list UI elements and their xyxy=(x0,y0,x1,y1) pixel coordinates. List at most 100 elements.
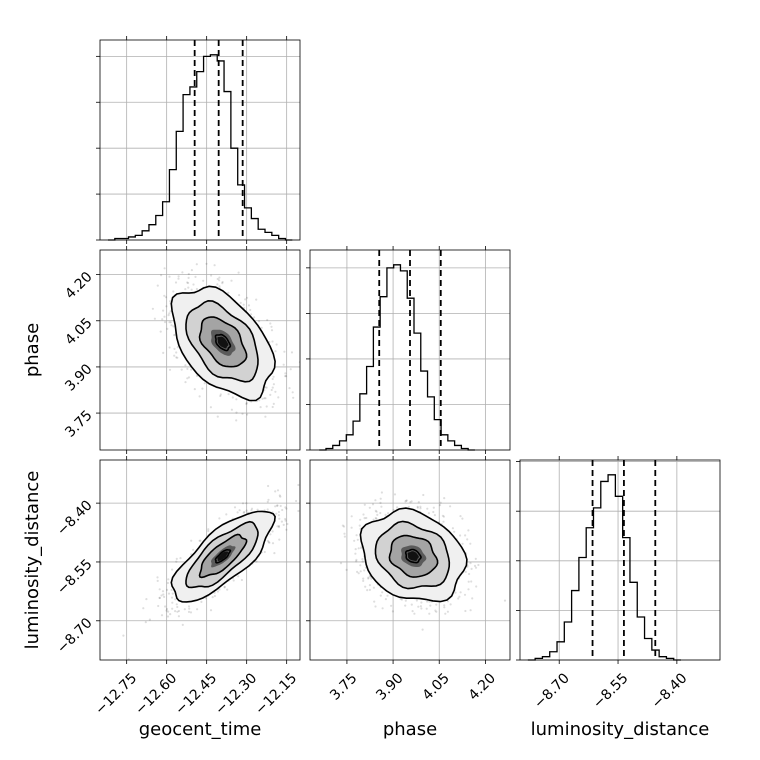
sample-point xyxy=(163,294,166,297)
sample-point xyxy=(255,298,258,301)
sample-point xyxy=(175,557,178,561)
sample-point xyxy=(177,275,180,278)
histogram-step-luminosity-distance xyxy=(527,474,682,661)
sample-point xyxy=(407,505,410,508)
sample-point xyxy=(376,513,379,517)
sample-point xyxy=(156,284,159,287)
sample-point xyxy=(463,593,467,596)
panel-hist-luminosity-distance xyxy=(516,456,721,664)
contour-line-2 xyxy=(198,316,248,368)
sample-point xyxy=(242,303,245,306)
x-tick-label-phase: 3.75 xyxy=(327,670,360,703)
sample-point xyxy=(459,591,462,594)
sample-point xyxy=(390,604,393,607)
sample-point xyxy=(288,387,291,390)
sample-point xyxy=(466,538,469,541)
sample-point xyxy=(374,499,377,502)
sample-point xyxy=(168,312,171,315)
sample-point xyxy=(269,393,272,396)
sample-point xyxy=(250,509,253,512)
sample-point xyxy=(227,393,230,396)
sample-point xyxy=(241,412,244,415)
sample-point xyxy=(165,607,169,611)
sample-point xyxy=(364,585,367,588)
sample-point xyxy=(443,604,446,607)
sample-point xyxy=(179,557,182,560)
sample-point xyxy=(357,572,360,575)
sample-point xyxy=(226,588,229,591)
sample-point xyxy=(167,578,170,581)
sample-point xyxy=(153,317,156,320)
sample-point xyxy=(166,327,169,330)
sample-point xyxy=(415,599,418,602)
x-tick-label-geocent-time: −12.15 xyxy=(252,670,300,718)
sample-point xyxy=(277,510,280,514)
sample-point xyxy=(339,562,343,565)
sample-point xyxy=(189,611,193,614)
sample-point xyxy=(250,313,253,316)
sample-point xyxy=(232,579,235,582)
sample-point xyxy=(449,603,452,606)
sample-point xyxy=(216,590,219,593)
sample-point xyxy=(207,528,210,531)
sample-point xyxy=(386,594,389,597)
sample-point xyxy=(441,514,444,517)
sample-point xyxy=(187,281,190,285)
histogram-step-phase xyxy=(319,264,475,451)
x-tick-label-luminosity-distance: −8.70 xyxy=(531,670,573,712)
panel-frame xyxy=(99,39,301,241)
sample-point xyxy=(160,274,163,277)
sample-point xyxy=(446,610,449,613)
sample-point xyxy=(284,519,287,522)
sample-point xyxy=(273,552,276,555)
sample-point xyxy=(203,382,206,385)
contour-line-3 xyxy=(404,548,422,564)
y-axis-label-phase: phase xyxy=(22,323,43,377)
sample-point xyxy=(218,588,221,591)
sample-point xyxy=(194,275,197,278)
sample-point xyxy=(243,510,246,514)
x-tick-label-geocent-time: −12.75 xyxy=(92,670,140,718)
sample-point xyxy=(380,505,383,508)
sample-point xyxy=(282,363,285,366)
contour-line-3 xyxy=(214,333,232,352)
sample-point xyxy=(503,599,507,602)
contour-line-0 xyxy=(359,507,468,603)
sample-point xyxy=(257,320,261,323)
sample-point xyxy=(235,398,238,401)
sample-point xyxy=(213,264,216,267)
y-tick-label-luminosity-distance: −8.70 xyxy=(54,615,96,657)
sample-point xyxy=(246,296,249,299)
sample-point xyxy=(379,594,382,597)
sample-point xyxy=(281,508,284,512)
sample-point xyxy=(264,415,267,418)
sample-point xyxy=(218,517,221,520)
sample-point xyxy=(158,596,161,600)
sample-point xyxy=(172,290,175,293)
sample-point xyxy=(160,614,164,617)
sample-point xyxy=(290,351,294,354)
density-shading xyxy=(171,286,276,401)
sample-point xyxy=(230,408,233,411)
sample-point xyxy=(417,501,420,504)
sample-point xyxy=(169,310,172,313)
sample-point xyxy=(363,569,366,572)
sample-point xyxy=(411,610,414,613)
sample-point xyxy=(187,605,191,608)
sample-point xyxy=(165,609,168,612)
sample-point xyxy=(177,277,180,280)
sample-point xyxy=(184,364,187,367)
sample-point xyxy=(473,564,477,568)
sample-point xyxy=(471,597,474,600)
sample-point xyxy=(410,500,413,503)
sample-point xyxy=(247,304,251,307)
sample-point xyxy=(419,605,422,608)
sample-point xyxy=(362,513,365,516)
sample-point xyxy=(204,597,207,600)
sample-point xyxy=(265,405,268,408)
sample-point xyxy=(274,505,277,508)
sample-point xyxy=(186,377,189,380)
sample-point xyxy=(467,529,470,532)
sample-point xyxy=(359,518,362,521)
